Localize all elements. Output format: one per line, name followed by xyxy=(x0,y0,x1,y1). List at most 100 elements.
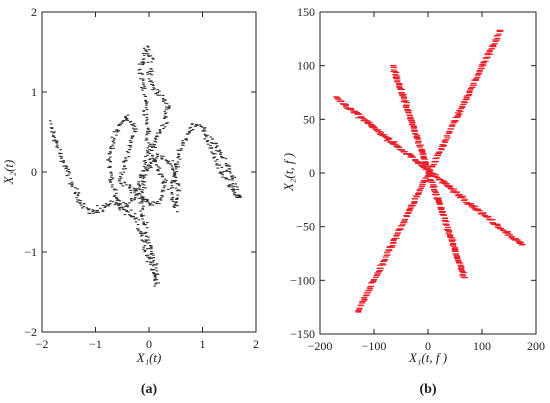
data-point xyxy=(452,249,459,251)
data-point xyxy=(122,209,125,211)
data-point xyxy=(51,135,55,137)
data-point xyxy=(51,134,55,136)
data-point xyxy=(125,184,128,186)
data-point xyxy=(151,89,154,91)
data-point xyxy=(433,174,440,176)
data-point xyxy=(230,179,234,181)
data-point xyxy=(171,168,174,170)
data-point xyxy=(118,200,122,202)
data-point xyxy=(228,168,232,170)
data-point xyxy=(372,127,379,129)
data-point xyxy=(137,228,140,230)
data-point xyxy=(151,157,155,159)
data-point xyxy=(515,240,522,242)
data-point xyxy=(113,204,117,206)
data-point xyxy=(152,272,156,274)
data-point xyxy=(386,246,393,248)
data-point xyxy=(389,245,396,247)
data-point xyxy=(154,93,158,95)
data-point xyxy=(145,109,149,111)
data-point xyxy=(120,173,124,176)
data-point xyxy=(153,275,157,277)
data-point xyxy=(127,214,131,216)
data-point xyxy=(410,127,417,129)
data-point xyxy=(142,196,145,198)
data-point xyxy=(378,131,385,133)
data-point xyxy=(444,226,451,228)
data-point xyxy=(177,166,180,168)
data-point xyxy=(439,207,446,209)
data-point xyxy=(144,223,147,226)
data-point xyxy=(158,90,161,92)
data-point xyxy=(135,128,138,130)
data-point xyxy=(55,141,58,143)
data-point xyxy=(55,146,58,148)
data-point xyxy=(444,137,451,139)
data-point xyxy=(334,97,341,99)
data-point xyxy=(153,285,156,287)
data-point xyxy=(140,63,143,65)
data-point xyxy=(461,277,468,279)
data-point xyxy=(151,84,155,86)
data-point xyxy=(137,197,141,199)
data-point xyxy=(451,247,458,250)
data-point xyxy=(216,167,220,169)
data-point xyxy=(430,163,437,166)
data-point xyxy=(60,156,64,158)
data-point xyxy=(175,211,179,213)
data-point xyxy=(147,202,151,204)
data-point xyxy=(153,160,157,162)
x-tick-label: 100 xyxy=(473,339,491,353)
data-point xyxy=(450,239,457,241)
data-point xyxy=(148,245,152,247)
data-point xyxy=(396,86,403,88)
data-point xyxy=(415,192,422,194)
data-point xyxy=(229,172,232,174)
data-point xyxy=(125,150,129,153)
data-point xyxy=(188,127,191,129)
data-point xyxy=(109,145,113,147)
data-point xyxy=(475,210,482,212)
data-point xyxy=(228,179,231,181)
data-point xyxy=(454,116,461,119)
data-point xyxy=(108,180,112,182)
data-point xyxy=(162,155,165,157)
axis-ticks-b: −200 −100 0 100 200 −150 −100 −50 0 50 100 150 xyxy=(290,5,545,353)
data-point xyxy=(97,211,100,213)
data-point xyxy=(125,203,129,205)
data-point xyxy=(396,229,403,231)
data-point xyxy=(211,138,214,140)
data-point xyxy=(164,106,168,108)
data-point xyxy=(137,63,141,65)
data-point xyxy=(356,113,363,115)
data-point xyxy=(375,272,382,274)
data-point xyxy=(161,195,165,197)
data-point xyxy=(146,53,150,55)
data-point xyxy=(157,173,161,175)
data-point xyxy=(156,89,160,91)
data-point xyxy=(432,191,439,194)
data-point xyxy=(209,145,212,147)
data-point xyxy=(151,143,154,145)
data-point xyxy=(166,162,170,164)
data-point xyxy=(430,185,437,188)
data-point xyxy=(150,245,153,247)
data-point xyxy=(148,165,152,167)
data-point xyxy=(163,117,167,119)
data-point xyxy=(414,160,421,163)
data-point xyxy=(412,195,419,197)
data-point xyxy=(139,210,142,212)
data-point xyxy=(464,202,471,204)
data-point xyxy=(143,163,147,165)
data-point xyxy=(67,170,71,173)
data-point xyxy=(202,129,205,131)
data-point xyxy=(466,93,473,95)
data-point xyxy=(361,298,368,300)
data-point xyxy=(142,160,146,162)
data-point xyxy=(377,264,384,266)
data-point xyxy=(391,141,398,143)
data-point xyxy=(101,210,105,213)
data-point xyxy=(392,73,399,76)
data-point xyxy=(354,112,361,115)
data-point xyxy=(480,61,487,63)
